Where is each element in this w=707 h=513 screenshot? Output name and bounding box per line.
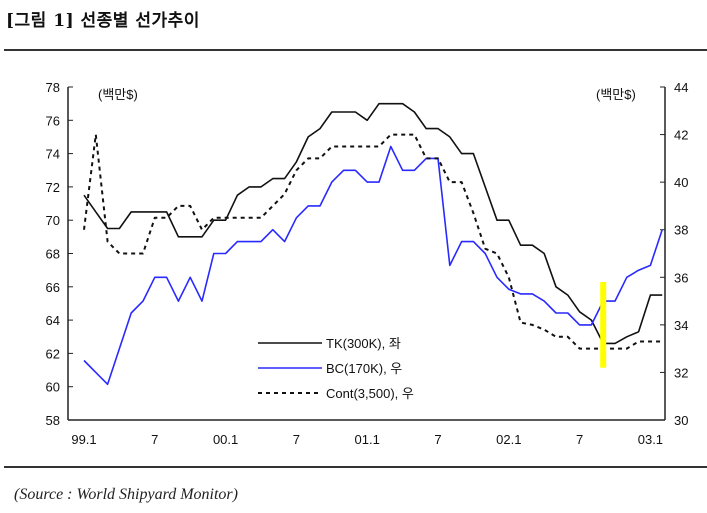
- x-tick-label: 99.1: [71, 432, 96, 447]
- source-note: (Source : World Shipyard Monitor): [14, 486, 238, 503]
- legend-label: Cont(3,500), 우: [326, 386, 414, 401]
- x-tick-label: 01.1: [355, 432, 380, 447]
- right-tick-label: 34: [674, 318, 688, 333]
- series-lines: [83, 102, 663, 386]
- x-tick-label: 03.1: [638, 432, 663, 447]
- left-tick-label: 76: [46, 113, 60, 128]
- legend: TK(300K), 좌 BC(170K), 우 Cont(3,500), 우: [258, 336, 414, 401]
- left-tick-label: 58: [46, 413, 60, 428]
- x-tick-label: 7: [576, 432, 583, 447]
- right-tick-label: 30: [674, 413, 688, 428]
- x-tick-label: 02.1: [496, 432, 521, 447]
- right-tick-label: 40: [674, 175, 688, 190]
- right-tick-label: 32: [674, 365, 688, 380]
- top-divider: [4, 49, 707, 51]
- x-tick-label: 00.1: [213, 432, 238, 447]
- legend-label: BC(170K), 우: [326, 361, 402, 376]
- left-tick-label: 70: [46, 213, 60, 228]
- right-tick-label: 44: [674, 80, 688, 95]
- left-tick-label: 72: [46, 180, 60, 195]
- right-tick-label: 42: [674, 128, 688, 143]
- left-tick-label: 68: [46, 247, 60, 262]
- left-tick-label: 64: [46, 313, 60, 328]
- series-line-bc: [83, 145, 663, 386]
- right-tick-label: 36: [674, 270, 688, 285]
- x-tick-label: 7: [434, 432, 441, 447]
- x-tick-label: 7: [293, 432, 300, 447]
- series-line-cont: [83, 133, 663, 350]
- left-tick-label: 78: [46, 80, 60, 95]
- legend-label: TK(300K), 좌: [326, 336, 401, 351]
- left-unit-label: (백만$): [98, 87, 138, 102]
- right-unit-label: (백만$): [596, 87, 636, 102]
- left-tick-label: 66: [46, 280, 60, 295]
- left-tick-label: 62: [46, 346, 60, 361]
- bottom-divider: [4, 466, 707, 468]
- axes: 58 60 62 64 66 68 70 72 74 76 78 30 32 34 36 38 40 42 44 99…: [46, 80, 689, 447]
- left-tick-label: 74: [46, 147, 60, 162]
- highlight-bar: [600, 282, 607, 368]
- figure-title: [그림 1] 선종별 선가추이: [6, 11, 200, 31]
- x-tick-label: 7: [151, 432, 158, 447]
- left-tick-label: 60: [46, 380, 60, 395]
- right-tick-label: 38: [674, 223, 688, 238]
- series-line-tk: [83, 102, 663, 345]
